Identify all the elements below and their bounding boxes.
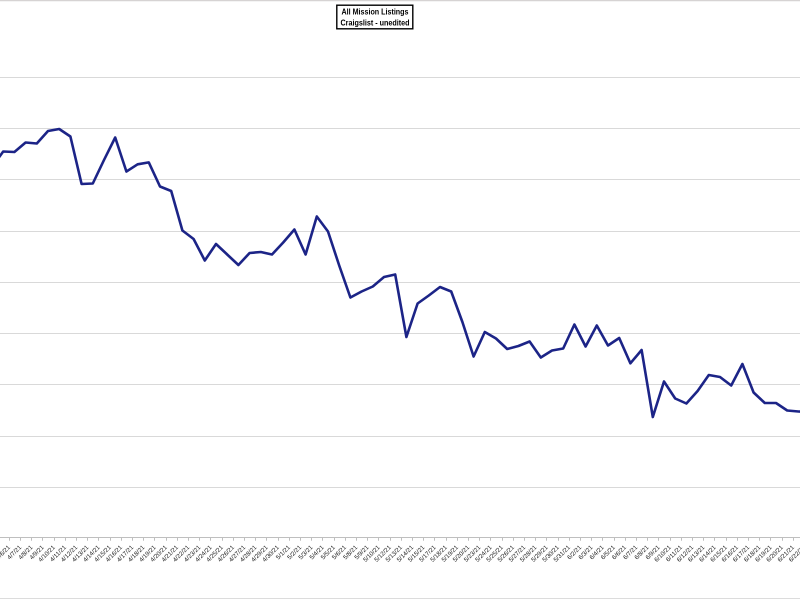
svg-text:Craigslist - unedited: Craigslist - unedited [341, 18, 410, 28]
svg-text:All Mission Listings: All Mission Listings [342, 7, 409, 17]
